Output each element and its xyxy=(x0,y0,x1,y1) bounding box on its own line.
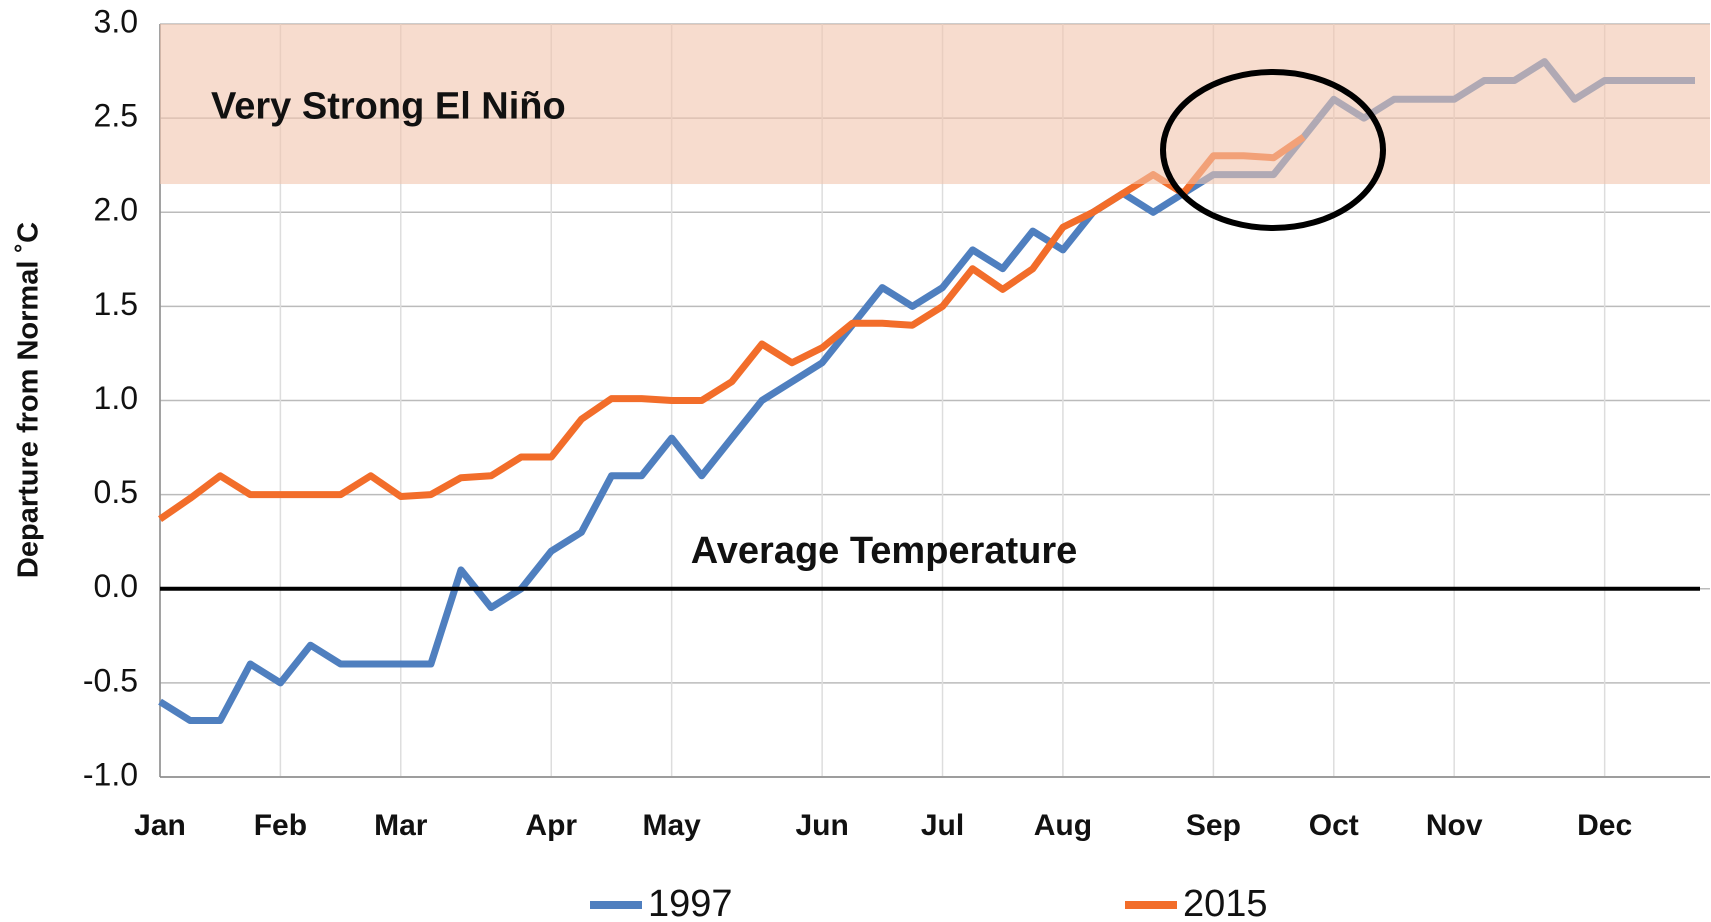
band xyxy=(160,24,1710,185)
x-tick-label: Feb xyxy=(254,809,307,842)
y-tick-label: 1.5 xyxy=(94,286,138,322)
y-tick-label: 1.0 xyxy=(94,380,138,416)
x-tick-label: Dec xyxy=(1577,809,1632,842)
legend-label: 1997 xyxy=(648,883,733,922)
x-tick-label: Jan xyxy=(134,809,186,842)
y-tick-label: 2.5 xyxy=(94,98,138,134)
y-tick-label: -1.0 xyxy=(83,756,138,792)
y-tick-label: 0.5 xyxy=(94,474,138,510)
x-tick-label: Apr xyxy=(525,809,577,842)
x-tick-label: Oct xyxy=(1309,809,1359,842)
annotation: Very Strong El Niño xyxy=(211,86,566,128)
y-axis-label: Departure from Normal ˚C xyxy=(13,222,45,578)
highlight-circle xyxy=(1160,69,1386,231)
y-tick-label: -0.5 xyxy=(83,662,138,698)
annotation: Average Temperature xyxy=(691,530,1078,572)
x-tick-label: Nov xyxy=(1426,809,1483,842)
y-tick-label: 0.0 xyxy=(94,568,138,604)
legend-label: 2015 xyxy=(1183,883,1268,922)
x-tick-label: Mar xyxy=(374,809,428,842)
y-tick-label: 2.0 xyxy=(94,192,138,228)
y-tick-label: 3.0 xyxy=(94,3,138,39)
x-tick-label: May xyxy=(642,809,701,842)
x-tick-label: Jul xyxy=(921,809,964,842)
x-tick-label: Jun xyxy=(795,809,848,842)
data-line xyxy=(158,134,1306,522)
x-tick-label: Sep xyxy=(1186,809,1241,842)
x-tick-label: Aug xyxy=(1034,809,1092,842)
